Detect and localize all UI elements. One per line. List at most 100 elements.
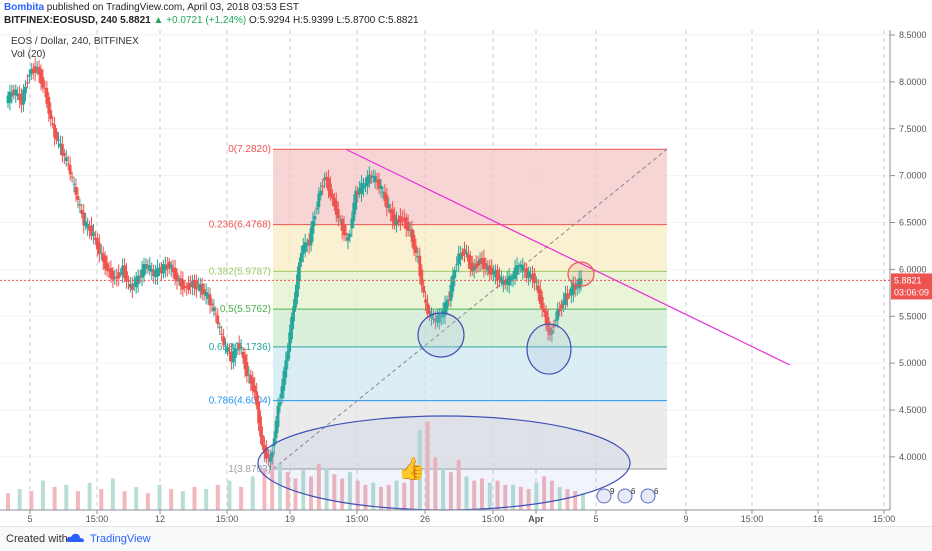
x-tick-label: 19 — [285, 514, 295, 524]
candle-body — [123, 265, 126, 279]
candle-body — [154, 269, 158, 277]
event-marker-icon[interactable] — [640, 488, 656, 504]
candle-body — [364, 183, 367, 185]
candle-body — [348, 233, 352, 238]
volume-bar — [40, 480, 45, 510]
cloud-logo-icon — [66, 533, 84, 542]
candle-body — [519, 264, 523, 268]
candle-body — [410, 228, 414, 242]
last-price-header: 5.8821 — [120, 15, 151, 26]
breakout-circle[interactable] — [567, 261, 595, 287]
candle-body — [482, 258, 486, 269]
candle-body — [422, 285, 426, 293]
candle-body — [76, 195, 80, 200]
volume-bar — [122, 491, 127, 510]
candle-body — [400, 218, 404, 220]
volume-bar — [347, 472, 352, 510]
candle-body — [381, 191, 385, 193]
candle-body — [480, 258, 484, 265]
candle-body — [365, 176, 369, 187]
candle-body — [202, 289, 206, 295]
candle-body — [259, 416, 262, 437]
candle-body — [344, 233, 348, 236]
volume-bar — [293, 478, 298, 510]
volume-ellipse[interactable] — [257, 415, 631, 511]
price-axis[interactable]: 8.5000 8.0000 7.5000 7.0000 6.5000 6.0000 5.50… — [890, 30, 932, 462]
candle-body — [181, 279, 185, 290]
candle-body — [509, 277, 513, 282]
candle-body — [496, 269, 499, 281]
candle-body — [319, 190, 323, 196]
candle-body — [538, 288, 542, 304]
volume-bar — [386, 484, 391, 510]
candle-body — [367, 174, 371, 184]
candle-body — [158, 270, 161, 272]
candle-body — [224, 345, 227, 347]
candle-body — [231, 351, 235, 363]
volume-bar — [64, 484, 69, 510]
candle-body — [142, 264, 146, 276]
candle-body — [226, 347, 229, 353]
descending-trendline[interactable] — [345, 148, 791, 366]
candle-body — [342, 223, 346, 236]
event-marker-icon[interactable] — [596, 488, 612, 504]
x-tick-label: 15:00 — [346, 514, 369, 524]
candle-body — [27, 75, 31, 77]
volume-bar — [99, 489, 104, 510]
candle-body — [474, 263, 478, 269]
fib-zone — [273, 149, 667, 225]
candle-body — [243, 354, 247, 370]
candle-body — [418, 255, 422, 276]
time-axis[interactable]: 5 15:00 12 15:00 19 15:00 26 15:00 Apr 5 9 15:00 16 1… — [27, 510, 895, 524]
volume-bar — [472, 480, 477, 510]
price-chart[interactable]: 0(7.2820) 0.236(6.4768) 0.382(5.9787) 0.5(5… — [0, 30, 932, 526]
volume-bar — [417, 430, 422, 510]
support-circle[interactable] — [417, 312, 465, 358]
y-tick-label: 5.0000 — [899, 358, 927, 368]
tradingview-link[interactable]: TradingView — [90, 533, 151, 545]
candle-body — [165, 264, 169, 269]
candle-body — [80, 210, 84, 214]
candle-body — [404, 217, 408, 229]
candle-body — [540, 297, 544, 310]
candle-body — [20, 94, 23, 105]
ticker-header: BITFINEX:EOSUSD, 240 5.8821 ▲ +0.0721 (+… — [4, 15, 419, 26]
y-tick-label: 6.5000 — [899, 218, 927, 228]
candle-body — [245, 362, 249, 376]
candle-body — [92, 232, 95, 237]
candle-body — [354, 190, 358, 210]
candle-body — [315, 207, 319, 210]
candle-body — [472, 266, 476, 271]
volume-bar — [262, 468, 267, 510]
candle-body — [290, 316, 294, 340]
candle-body — [26, 82, 29, 84]
volume-bar — [250, 476, 255, 510]
candle-body — [66, 163, 70, 165]
candle-body — [263, 444, 266, 454]
candle-body — [571, 284, 575, 295]
candle-body — [488, 265, 492, 275]
x-tick-label: 15:00 — [741, 514, 764, 524]
candle-body — [360, 183, 363, 194]
volume-bar — [29, 491, 34, 510]
candle-body — [257, 401, 260, 424]
y-tick-label: 8.0000 — [899, 77, 927, 87]
candle-body — [35, 68, 39, 70]
candle-body — [45, 88, 49, 104]
candle-body — [49, 110, 53, 120]
candle-body — [577, 278, 581, 289]
candle-body — [251, 377, 255, 391]
candle-body — [187, 282, 191, 290]
candle-body — [68, 165, 72, 175]
event-marker-icon[interactable] — [617, 488, 633, 504]
candle-body — [121, 265, 125, 276]
candle-body — [486, 266, 490, 271]
author-link[interactable]: Bombita — [4, 2, 44, 13]
candle-body — [466, 253, 470, 262]
candle-body — [503, 280, 507, 285]
candle-body — [430, 313, 433, 318]
support-circle[interactable] — [526, 323, 572, 375]
volume-bar — [542, 476, 547, 510]
candle-body — [97, 242, 101, 255]
event-marker-count: 6 — [654, 487, 659, 496]
